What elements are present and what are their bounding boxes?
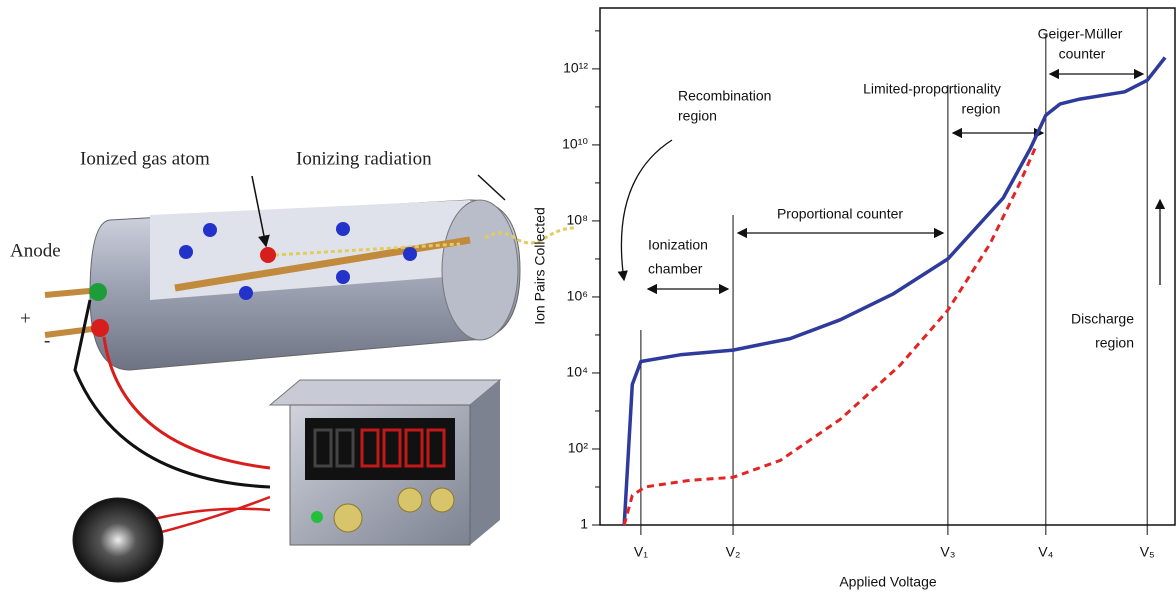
y-tick-label: 10¹²: [563, 60, 588, 76]
annotation: Recombination: [678, 88, 771, 104]
y-tick-label: 1: [580, 516, 588, 532]
wire: [149, 495, 271, 537]
cathode-terminal: [91, 319, 109, 337]
x-tick-label: V₂: [726, 544, 741, 560]
wire: [102, 336, 271, 470]
speaker: [72, 497, 164, 583]
y-tick-label: 10¹⁰: [562, 136, 588, 152]
data-line: [622, 147, 1037, 526]
wire: [73, 299, 271, 489]
annotation: chamber: [648, 261, 703, 277]
label-pointer: [251, 175, 270, 248]
illustration-label: -: [44, 330, 50, 351]
knobs: [333, 487, 455, 533]
plot-frame: [599, 7, 1176, 526]
illustration-label: Ionized gas atom: [80, 148, 210, 169]
anode-wire: [174, 236, 471, 292]
led: [311, 511, 323, 523]
tube-cutaway: [150, 200, 470, 300]
annotation: region: [962, 101, 1001, 117]
illustration-label: Ionizing radiation: [296, 148, 432, 169]
y-tick-label: 10²: [568, 440, 589, 456]
annotation: Geiger-Müller: [1038, 26, 1123, 42]
x-tick-label: V₄: [1038, 544, 1053, 560]
annotation: counter: [1059, 46, 1106, 62]
annotation: Proportional counter: [777, 206, 903, 222]
data-line: [622, 56, 1167, 526]
tube-end: [441, 199, 519, 341]
gas-atoms: [179, 222, 417, 300]
y-tick-label: 10⁴: [566, 364, 588, 380]
anode-terminal: [89, 283, 107, 301]
x-tick-label: V₁: [634, 544, 648, 560]
annotation-arrows: [617, 68, 1166, 295]
meter-side: [470, 380, 500, 545]
annotation: region: [678, 108, 717, 124]
illustration-label: Anode: [10, 240, 61, 261]
y-tick-label: 10⁶: [567, 288, 588, 304]
display-digits: [360, 428, 446, 468]
x-tick-label: V₃: [940, 544, 955, 560]
display-digits-off: [313, 428, 355, 468]
annotation: Discharge: [1071, 311, 1134, 327]
illustration: Ionized gas atom Ionizing radiation Anod…: [10, 148, 576, 583]
ionized-atom: [260, 247, 276, 263]
meter-top: [268, 379, 502, 406]
radiation-path: [274, 242, 461, 257]
annotation: Limited-proportionality: [863, 81, 1001, 97]
label-pointer: [477, 174, 506, 201]
x-axis-label: Applied Voltage: [839, 574, 937, 590]
annotation: Ionization: [648, 237, 708, 253]
y-tick-label: 10⁸: [567, 212, 589, 228]
radiation: [484, 226, 576, 245]
illustration-label: +: [20, 308, 31, 329]
x-tick-label: V₅: [1140, 544, 1155, 560]
meter-display: [305, 418, 455, 480]
y-axis-label: Ion Pairs Collected: [532, 207, 548, 325]
chart: Applied Voltage Ion Pairs Collected 1 10²…: [532, 7, 1176, 590]
annotation: region: [1095, 335, 1134, 351]
